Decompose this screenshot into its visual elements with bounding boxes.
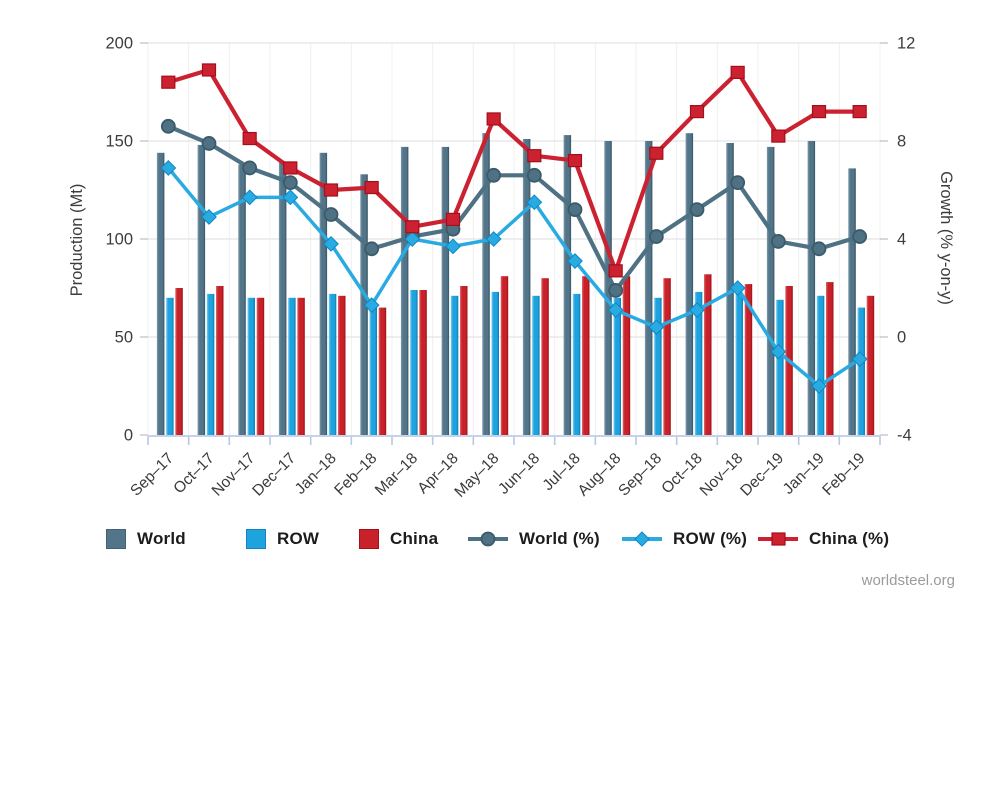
square-marker-icon	[758, 532, 798, 546]
horizontal-gridlines	[148, 42, 880, 338]
line-china-	[161, 63, 867, 278]
left-axis-title: Production (Mt)	[68, 184, 86, 297]
left-axis-tick-labels: 0 50 100 150 200	[105, 35, 133, 445]
legend-label: World	[137, 529, 186, 548]
svg-text:-4: -4	[897, 427, 912, 445]
legend-item-world[interactable]: World	[106, 529, 186, 549]
source-label: worldsteel.org	[861, 572, 955, 589]
bars-row	[166, 290, 865, 435]
legend-item-row[interactable]: ROW	[246, 529, 319, 549]
svg-text:Feb–18: Feb–18	[331, 450, 380, 499]
china-swatch-icon	[359, 529, 379, 549]
bars-world	[156, 133, 856, 436]
legend-label: China	[390, 529, 439, 548]
svg-text:Jun–18: Jun–18	[495, 450, 543, 498]
svg-text:Jan–19: Jan–19	[780, 450, 828, 498]
svg-text:Dec–17: Dec–17	[249, 450, 299, 500]
svg-text:0: 0	[124, 427, 133, 445]
bars-china	[175, 274, 875, 435]
x-axis-labels: Sep–17Oct–17Nov–17Dec–17Jan–18Feb–18Mar–…	[127, 450, 868, 501]
legend-label: China (%)	[809, 529, 890, 548]
svg-text:0: 0	[897, 329, 906, 347]
svg-text:Aug–18: Aug–18	[575, 450, 625, 500]
legend-label: World (%)	[519, 529, 600, 548]
legend-item-world-[interactable]: World (%)	[468, 529, 600, 549]
circle-marker-icon	[468, 531, 508, 547]
line-row-	[160, 160, 868, 394]
legend-item-china[interactable]: China	[359, 529, 438, 549]
svg-text:50: 50	[115, 329, 133, 347]
svg-text:200: 200	[105, 35, 133, 53]
chart-legend: World ROW China World (%) ROW (%) China (%)	[0, 529, 1000, 559]
svg-text:100: 100	[105, 231, 133, 249]
diamond-marker-icon	[622, 531, 662, 547]
svg-text:Mar–18: Mar–18	[372, 450, 421, 499]
axis-ticks	[140, 42, 888, 445]
svg-text:Sep–17: Sep–17	[127, 450, 177, 500]
right-axis-title: Growth (% y-on-y)	[937, 171, 955, 305]
legend-label: ROW	[277, 529, 320, 548]
legend-item-row-[interactable]: ROW (%)	[622, 529, 747, 549]
svg-text:12: 12	[897, 35, 915, 53]
svg-text:4: 4	[897, 231, 906, 249]
svg-text:Dec–19: Dec–19	[737, 450, 787, 500]
svg-text:Nov–17: Nov–17	[209, 450, 259, 500]
production-growth-chart: 0 50 100 150 200 -4 0 4 8 12 Sep–17Oct–17Nov–17Dec…	[68, 35, 955, 501]
world-swatch-icon	[106, 529, 126, 549]
svg-text:Sep–18: Sep–18	[615, 450, 665, 500]
line-world-	[160, 118, 868, 298]
svg-text:Jan–18: Jan–18	[292, 450, 340, 498]
legend-item-china-[interactable]: China (%)	[758, 529, 889, 549]
legend-label: ROW (%)	[673, 529, 748, 548]
svg-text:Feb–19: Feb–19	[819, 450, 868, 499]
svg-text:Nov–18: Nov–18	[697, 450, 747, 500]
right-axis-tick-labels: -4 0 4 8 12	[897, 35, 915, 445]
svg-text:8: 8	[897, 133, 906, 151]
row-swatch-icon	[246, 529, 266, 549]
svg-text:150: 150	[105, 133, 133, 151]
svg-text:May–18: May–18	[451, 450, 502, 501]
